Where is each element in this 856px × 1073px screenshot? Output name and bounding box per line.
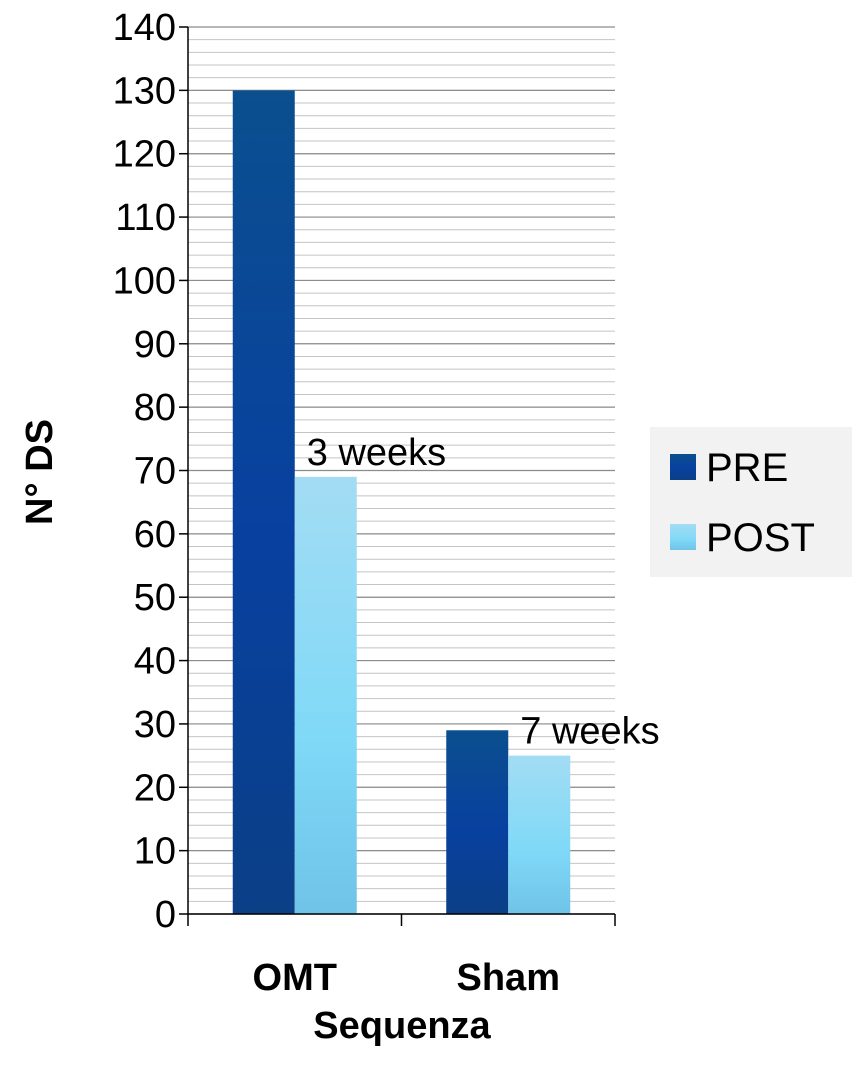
y-tick-label: 60 [134, 514, 176, 556]
y-tick-label: 50 [134, 577, 176, 619]
legend-label-post: POST [706, 516, 815, 560]
annotations: 3 weeks 7 weeks [307, 432, 660, 753]
bar-post-omt [294, 476, 357, 914]
axes [179, 26, 616, 926]
bar-post-sham [508, 755, 571, 914]
x-category-labels: OMT Sham [253, 957, 560, 999]
y-tick-label: 120 [113, 134, 176, 176]
legend-background [650, 427, 852, 577]
legend-swatch-post [670, 524, 696, 550]
y-axis-title: N° DS [19, 419, 61, 525]
y-tick-label: 0 [155, 894, 176, 936]
y-tick-label: 140 [113, 7, 176, 49]
y-tick-label: 10 [134, 831, 176, 873]
y-tick-label: 30 [134, 704, 176, 746]
bar-pre-sham [446, 730, 509, 914]
y-tick-label: 20 [134, 767, 176, 809]
y-tick-label: 100 [113, 260, 176, 302]
y-tick-label: 90 [134, 324, 176, 366]
y-tick-label: 40 [134, 641, 176, 683]
x-axis-title: Sequenza [313, 1005, 491, 1047]
x-category-label: Sham [457, 957, 560, 999]
legend: PRE POST [650, 427, 852, 577]
x-category-label: OMT [253, 957, 337, 999]
bars [232, 90, 571, 915]
y-tick-label: 130 [113, 70, 176, 112]
annotation-label: 3 weeks [307, 432, 446, 474]
y-tick-labels: 0 10 20 30 40 50 60 70 80 90 100 110 120 130 140 [113, 7, 176, 936]
y-tick-label: 80 [134, 387, 176, 429]
legend-swatch-pre [670, 454, 696, 480]
bar-pre-omt [232, 90, 295, 915]
legend-label-pre: PRE [706, 446, 788, 490]
annotation-label: 7 weeks [520, 711, 659, 753]
y-tick-label: 70 [134, 451, 176, 493]
y-tick-label: 110 [115, 197, 176, 239]
